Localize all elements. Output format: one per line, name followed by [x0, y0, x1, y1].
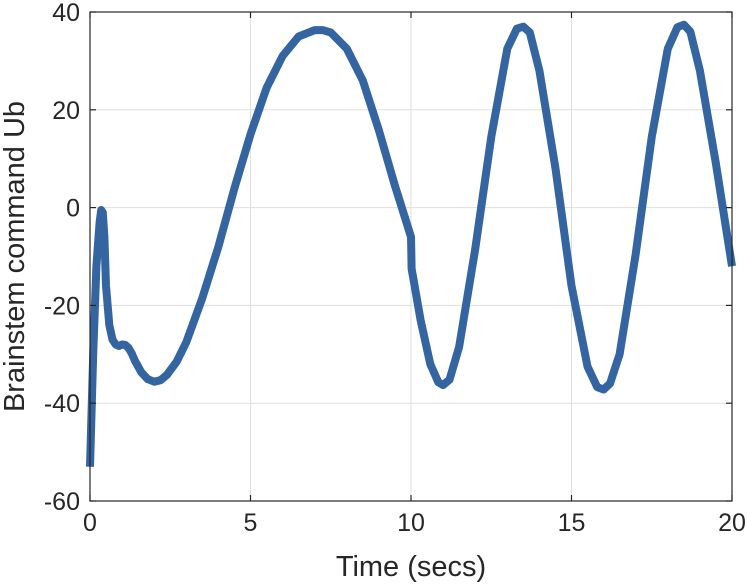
y-tick-label: -40: [44, 390, 80, 418]
axes: [89, 11, 733, 502]
x-axis-label: Time (secs): [336, 551, 486, 583]
series-line: [86, 20, 736, 467]
y-tick-label: 0: [66, 195, 80, 223]
y-tick-label: 20: [52, 97, 80, 125]
y-tick-label: -20: [44, 292, 80, 320]
series-group: [86, 20, 736, 467]
x-tick-label: 0: [83, 509, 97, 537]
y-tick-label: -60: [44, 488, 80, 516]
tick-labels: 0 5 10 15 20 -60 -40 -20 0 20 40: [44, 0, 746, 537]
x-tick-label: 5: [244, 509, 258, 537]
x-tick-label: 15: [558, 509, 586, 537]
x-tick-label: 20: [718, 509, 746, 537]
x-tick-label: 10: [397, 509, 425, 537]
y-tick-label: 40: [52, 0, 80, 27]
y-axis-label: Brainstem command Ub: [0, 101, 31, 412]
